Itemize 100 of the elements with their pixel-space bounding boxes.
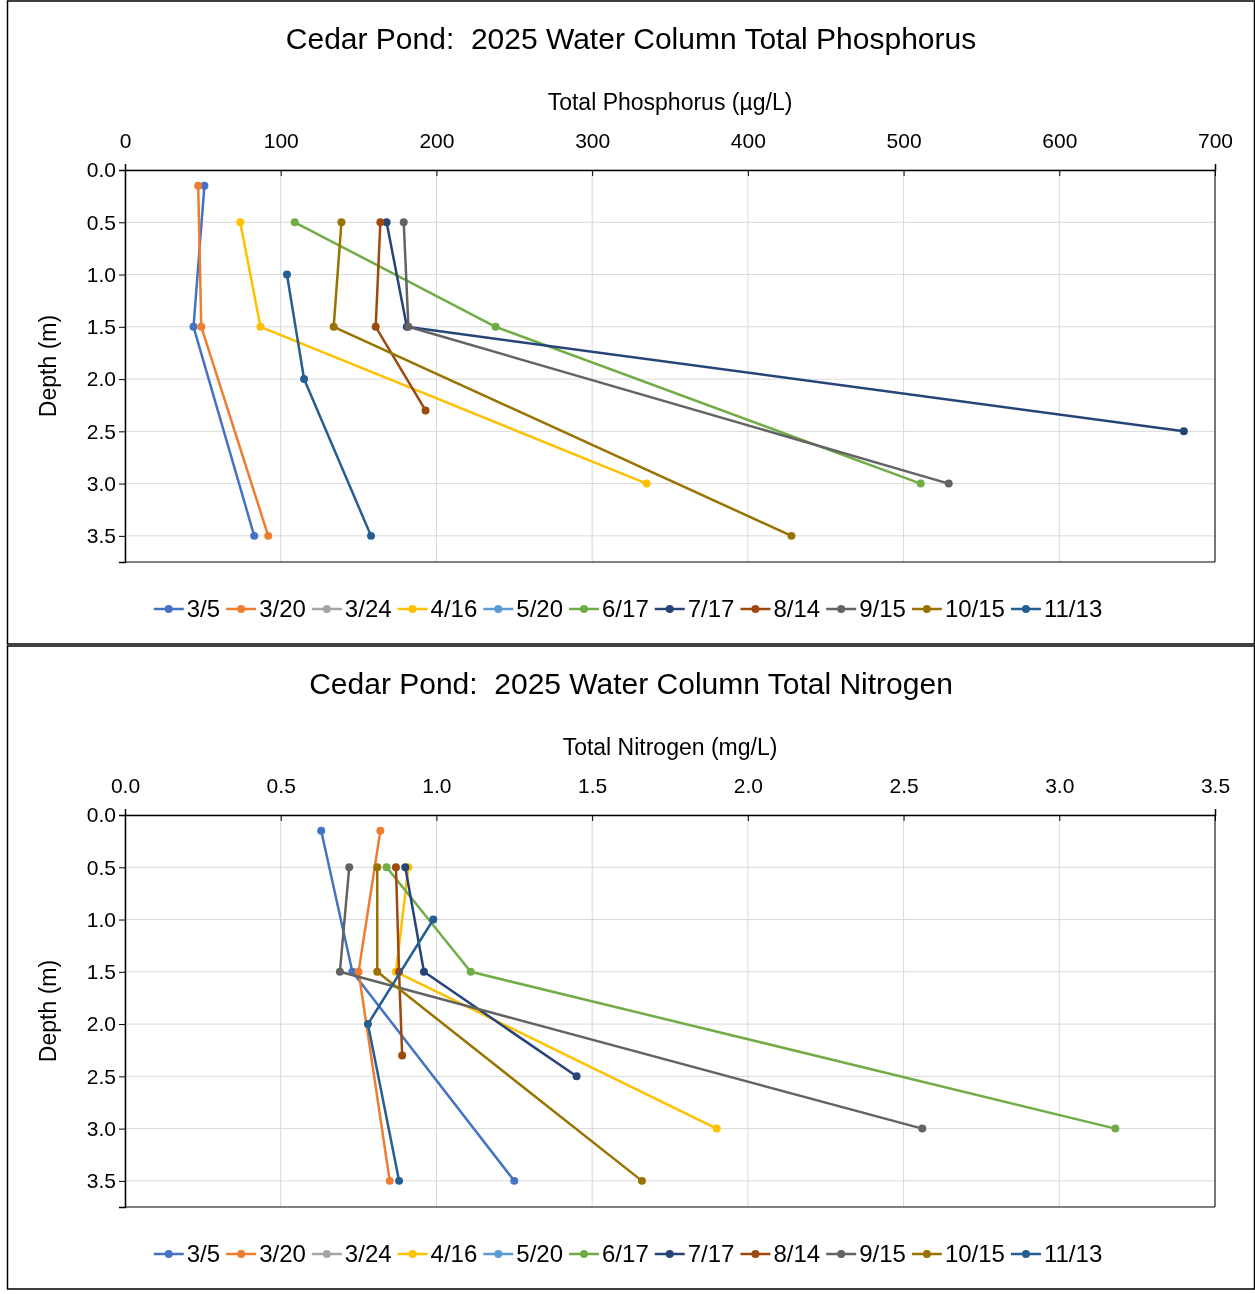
x-tick-label: 2.0: [733, 774, 763, 798]
legend-label: 9/15: [859, 1240, 906, 1267]
point: [236, 218, 245, 227]
x-axis-title: Total Nitrogen (mg/L): [562, 734, 778, 760]
legend-label: 10/15: [944, 1240, 1005, 1267]
x-tick-label: 600: [1042, 129, 1078, 153]
point: [194, 181, 203, 190]
point: [491, 322, 500, 331]
y-tick-label: 3.0: [86, 1116, 116, 1140]
legend-label: 6/17: [602, 1240, 649, 1267]
point: [918, 1124, 927, 1133]
legend-label: 3/20: [259, 595, 306, 622]
x-tick-label: 300: [575, 129, 611, 153]
y-tick-label: 0.0: [86, 803, 116, 827]
x-tick-label: 500: [886, 129, 922, 153]
legend-label: 7/17: [687, 1240, 735, 1267]
y-tick-label: 3.5: [86, 1169, 116, 1193]
chart-title: Cedar Pond: 2025 Water Column Total Nitrogen: [309, 667, 953, 700]
legend-label: 4/16: [430, 1240, 478, 1267]
point: [712, 1124, 721, 1133]
point: [337, 218, 346, 227]
point: [317, 826, 326, 835]
y-tick-label: 0.5: [86, 210, 116, 234]
chart-title: Cedar Pond: 2025 Water Column Total Phosphorus: [285, 22, 977, 55]
point: [916, 479, 925, 488]
point: [256, 322, 265, 331]
y-axis-title: Depth (m): [35, 959, 61, 1063]
x-tick-label: 3.0: [1045, 774, 1075, 798]
point: [398, 1051, 407, 1060]
point: [290, 218, 299, 227]
y-tick-label: 2.5: [86, 419, 116, 443]
point: [395, 1176, 404, 1185]
point: [1179, 427, 1188, 436]
point: [419, 967, 428, 976]
y-tick-label: 1.0: [86, 907, 116, 931]
y-tick-label: 0.0: [86, 158, 116, 182]
legend-label: 3/5: [186, 1240, 221, 1267]
x-tick-label: 200: [419, 129, 455, 153]
point: [382, 863, 391, 872]
point: [354, 967, 363, 976]
x-tick-label: 1.5: [578, 774, 608, 798]
point: [382, 218, 391, 227]
legend-label: 3/24: [344, 1240, 392, 1267]
y-tick-label: 2.0: [86, 1012, 116, 1036]
legend-label: 5/20: [516, 595, 564, 622]
legend-label: 8/14: [773, 1240, 821, 1267]
point: [944, 479, 953, 488]
y-tick-label: 1.0: [86, 262, 116, 286]
point: [466, 967, 475, 976]
x-tick-label: 2.5: [889, 774, 919, 798]
legend-label: 11/13: [1043, 595, 1103, 622]
point: [391, 863, 400, 872]
legend-label: 7/17: [687, 595, 735, 622]
point: [421, 406, 430, 415]
y-tick-label: 2.0: [86, 367, 116, 391]
legend-label: 8/14: [773, 595, 821, 622]
point: [363, 1020, 372, 1029]
point: [189, 322, 198, 331]
point: [1111, 1124, 1120, 1133]
legend-label: 5/20: [516, 1240, 564, 1267]
point: [642, 479, 651, 488]
point: [335, 967, 344, 976]
x-tick-label: 0.0: [110, 774, 141, 798]
y-tick-label: 1.5: [86, 960, 116, 984]
point: [373, 967, 382, 976]
legend-label: 3/20: [259, 1240, 306, 1267]
legend-label: 9/15: [859, 595, 906, 622]
legend-label: 10/15: [944, 595, 1005, 622]
x-tick-label: 0.5: [266, 774, 296, 798]
x-tick-label: 700: [1197, 129, 1234, 153]
legend-label: 6/17: [602, 595, 649, 622]
point: [429, 915, 438, 924]
point: [376, 826, 385, 835]
x-tick-label: 0: [119, 129, 132, 153]
point: [787, 531, 796, 540]
legend-label: 3/24: [344, 595, 392, 622]
point: [399, 218, 408, 227]
point: [637, 1176, 646, 1185]
x-axis-title: Total Phosphorus (µg/L): [547, 89, 793, 115]
y-tick-label: 3.0: [86, 471, 116, 495]
point: [345, 863, 354, 872]
point: [329, 322, 338, 331]
point: [572, 1072, 581, 1081]
x-tick-label: 3.5: [1200, 774, 1231, 798]
point: [282, 270, 291, 279]
point: [376, 218, 385, 227]
legend-label: 11/13: [1043, 1240, 1103, 1267]
point: [510, 1176, 519, 1185]
point: [300, 375, 309, 384]
y-axis-title: Depth (m): [35, 314, 61, 418]
point: [250, 531, 259, 540]
point: [197, 322, 206, 331]
point: [373, 863, 382, 872]
y-tick-label: 2.5: [86, 1064, 116, 1088]
legend-label: 3/5: [186, 595, 221, 622]
y-tick-label: 0.5: [86, 855, 116, 879]
point: [367, 531, 376, 540]
y-tick-label: 3.5: [86, 524, 116, 548]
y-tick-label: 1.5: [86, 315, 116, 339]
point: [371, 322, 380, 331]
